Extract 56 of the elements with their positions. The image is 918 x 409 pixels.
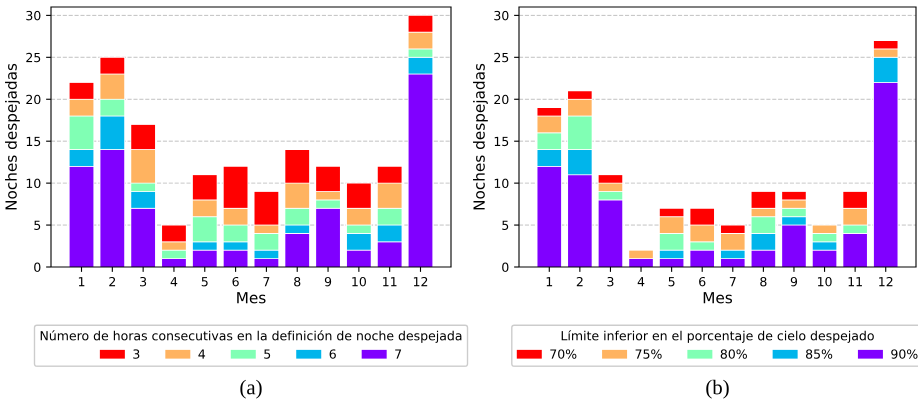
y-tick-label: 0: [502, 262, 508, 272]
x-tick-label: 1: [546, 277, 552, 286]
x-axis-title: Mes: [237, 292, 266, 304]
x-tick-label: 3: [607, 276, 614, 286]
legend-title: Número de horas consecutivas en la definición de noche despejada: [40, 330, 462, 343]
x-tick-label: 9: [324, 276, 332, 286]
y-axis-title: Noches despejadas: [473, 64, 488, 210]
x-tick-label: 9: [790, 276, 798, 286]
legend-label: 5: [264, 349, 270, 359]
legend-label: 80%: [720, 349, 747, 359]
x-tick-label: 4: [170, 277, 178, 286]
x-axis-title: Mes: [704, 292, 732, 304]
x-tick-label: 12: [879, 276, 892, 286]
x-tick-label: 12: [414, 276, 428, 286]
x-tick-label: 11: [848, 277, 862, 286]
text: (a): [240, 380, 262, 399]
legend-label: 90%: [891, 349, 918, 359]
x-tick-label: 6: [699, 276, 706, 286]
legend-label: 7: [395, 349, 402, 359]
legend-title: Límite inferior en el porcentaje de cielo despejado: [562, 330, 874, 343]
x-tick-label: 2: [109, 276, 116, 286]
y-tick-label: 15: [494, 136, 508, 146]
legend-label: 75%: [636, 349, 662, 359]
x-tick-label: 6: [232, 276, 239, 286]
text: (b): [706, 380, 729, 399]
x-tick-label: 1: [78, 277, 84, 286]
x-tick-label: 8: [760, 276, 766, 286]
x-tick-label: 7: [730, 277, 736, 286]
x-tick-label: 4: [638, 277, 644, 286]
y-tick-label: 30: [26, 10, 40, 20]
x-tick-label: 5: [668, 277, 675, 286]
y-tick-label: 10: [26, 178, 40, 188]
legend-label: 6: [330, 349, 336, 359]
y-tick-label: 25: [494, 52, 508, 62]
y-tick-label: 10: [494, 178, 508, 188]
y-tick-label: 25: [26, 52, 40, 62]
x-tick-label: 10: [818, 276, 832, 286]
y-tick-label: 15: [26, 136, 40, 146]
x-tick-label: 5: [202, 277, 208, 286]
y-axis-title: Noches despejadas: [5, 64, 20, 210]
y-tick-label: 20: [494, 94, 508, 104]
y-tick-label: 0: [34, 262, 40, 272]
y-tick-label: 30: [494, 10, 508, 20]
x-tick-label: 3: [140, 276, 146, 286]
x-tick-label: 7: [263, 277, 270, 286]
x-tick-label: 8: [294, 276, 300, 286]
legend-label: 85%: [806, 349, 832, 359]
y-tick-label: 5: [34, 220, 40, 230]
legend-label: 4: [198, 349, 206, 359]
y-tick-label: 5: [502, 220, 508, 230]
x-tick-label: 11: [383, 277, 396, 286]
y-tick-label: 20: [26, 94, 40, 104]
x-tick-label: 10: [352, 276, 366, 286]
legend-label: 3: [133, 349, 140, 359]
x-tick-label: 2: [576, 276, 583, 286]
legend-label: 70%: [550, 349, 576, 359]
